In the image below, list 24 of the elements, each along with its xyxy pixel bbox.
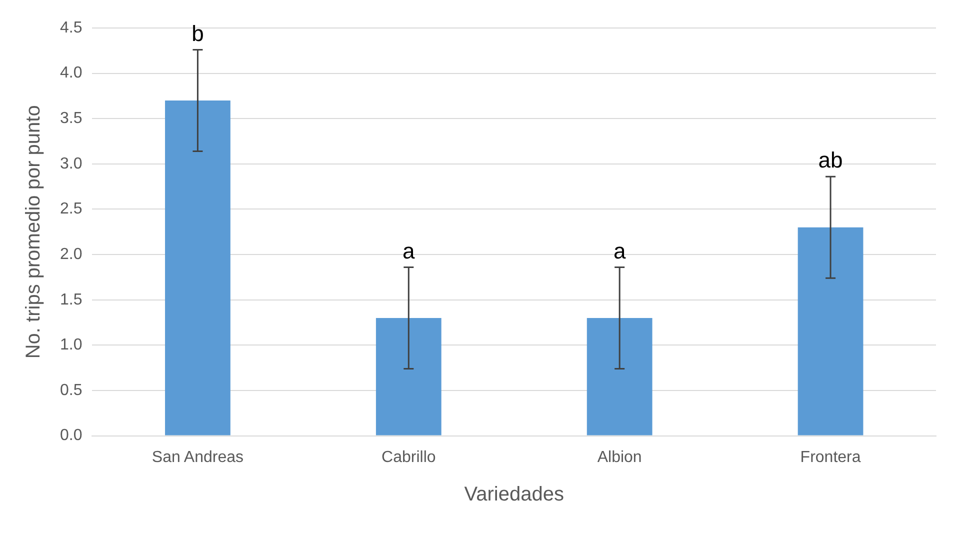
annotation: b xyxy=(192,20,204,46)
annotation: a xyxy=(402,238,416,264)
annotation: ab xyxy=(818,148,843,173)
x-axis-title: Variedades xyxy=(464,484,564,506)
y-tick-label: 1.0 xyxy=(60,336,82,354)
bar xyxy=(798,227,864,436)
x-tick-label: Cabrillo xyxy=(382,448,436,466)
y-tick-label: 0.0 xyxy=(60,427,82,444)
bar xyxy=(165,100,230,436)
y-axis-title: No. trips promedio por punto xyxy=(22,105,45,359)
x-tick-label: Frontera xyxy=(800,448,861,466)
y-tick-label: 4.5 xyxy=(60,19,82,36)
y-tick-label: 3.0 xyxy=(60,155,82,172)
y-tick-label: 2.0 xyxy=(60,246,82,263)
y-tick-label: 2.5 xyxy=(60,200,82,218)
x-tick-label: Albion xyxy=(597,448,642,466)
y-tick-label: 0.5 xyxy=(60,382,82,399)
x-tick-label: San Andreas xyxy=(152,448,244,466)
y-tick-label: 4.0 xyxy=(60,64,82,82)
y-tick-label: 1.5 xyxy=(60,291,82,308)
bar xyxy=(376,318,442,436)
bar xyxy=(586,318,652,436)
annotation: a xyxy=(613,238,626,264)
y-tick-label: 3.5 xyxy=(60,110,82,128)
